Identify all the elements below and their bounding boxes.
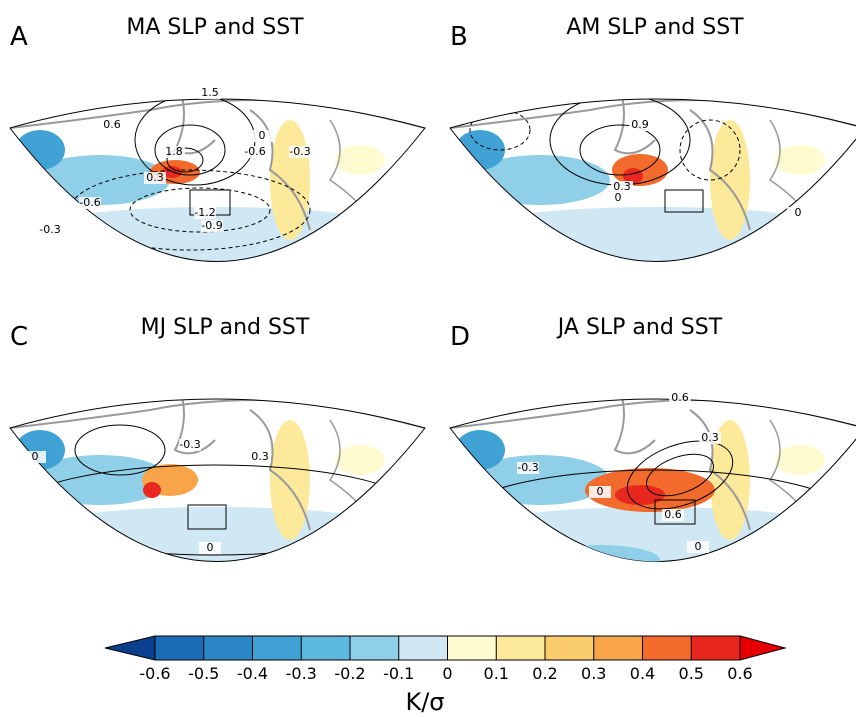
contour-label: 1.8 [165, 145, 183, 158]
panel-title: JA SLP and SST [556, 315, 723, 340]
contour-label-bg [589, 486, 611, 498]
colorbar-bin [496, 636, 545, 660]
panel-title: AM SLP and SST [566, 15, 744, 40]
contour-label: 0 [795, 206, 802, 219]
colorbar-tick-label: 0.4 [630, 664, 655, 683]
colorbar-tick-label: 0 [442, 664, 452, 683]
contour-label-bg [194, 207, 216, 219]
contour-label: 0.3 [251, 450, 269, 463]
contour-label: -0.9 [201, 219, 222, 232]
contour-label: 0.6 [671, 391, 689, 404]
contour-label: 0.3 [701, 431, 719, 444]
contour-label: -0.3 [179, 438, 200, 451]
colorbar-bin [301, 636, 350, 660]
contour-label: 0 [615, 191, 622, 204]
contour-label-bg [699, 432, 721, 444]
contour-label-bg [611, 181, 633, 193]
colorbar-tick-label: 0.3 [581, 664, 606, 683]
colorbar-tick-label: -0.3 [286, 664, 317, 683]
colorbar-label: K/σ [405, 688, 444, 716]
contour-label: 0.3 [613, 180, 631, 193]
colorbar-bin [252, 636, 302, 660]
contour-label-bg [79, 197, 101, 209]
contour-label-bg [201, 220, 223, 232]
contour-label: 0 [597, 485, 604, 498]
contour-label: 1.5 [201, 86, 219, 99]
colorbar-bin [642, 636, 692, 660]
colorbar-tick-label: -0.2 [334, 664, 365, 683]
panel-letter: C [10, 322, 28, 352]
colorbar-tick-label: 0.2 [532, 664, 557, 683]
contour-label-bg [101, 119, 123, 131]
contour-label: -0.3 [517, 461, 538, 474]
colorbar-tick-label: 0.5 [679, 664, 704, 683]
colorbar-tick-label: -0.5 [188, 664, 219, 683]
contour-label-bg [163, 146, 185, 158]
colorbar-bin [350, 636, 399, 660]
contour-label: -0.6 [79, 196, 100, 209]
contour-label: 0 [32, 450, 39, 463]
colorbar-bin [545, 636, 594, 660]
panel-letter: A [10, 22, 28, 52]
colorbar-tick-label: -0.6 [139, 664, 170, 683]
colorbar-bin [691, 636, 740, 660]
panel-title: MA SLP and SST [126, 15, 304, 40]
contour-label-bg [517, 462, 539, 474]
contour-label: 0 [259, 129, 266, 142]
colorbar-bin [398, 636, 448, 660]
contour-label-bg [251, 130, 273, 142]
contour-label-bg [199, 542, 221, 554]
contour-label-bg [607, 192, 629, 204]
colorbar-over [739, 635, 787, 661]
contour-label-bg [629, 119, 651, 131]
panel-letter: D [450, 322, 470, 352]
contour-label-bg [289, 146, 311, 158]
contour-label: -0.3 [289, 145, 310, 158]
contour-label: -0.6 [244, 145, 265, 158]
contour-label: -1.2 [194, 206, 215, 219]
colorbar-bin [203, 636, 253, 660]
contour-label-bg [662, 509, 684, 521]
colorbar-bin [155, 636, 204, 660]
colorbar-tick-label: 0.1 [484, 664, 509, 683]
panel-title: MJ SLP and SST [141, 315, 310, 340]
contour-label-bg [144, 172, 166, 184]
contour-label-bg [669, 392, 691, 404]
colorbar-bin [447, 636, 497, 660]
colorbar-tick-label: -0.1 [383, 664, 414, 683]
contour-label-bg [179, 439, 201, 451]
contour-label-bg [787, 207, 809, 219]
contour-label: 0.6 [103, 118, 121, 131]
panel-letter: B [450, 22, 468, 52]
map-panel [0, 360, 440, 590]
colorbar-under [104, 635, 156, 661]
contour-label-bg [687, 541, 709, 553]
contour-label: 0 [695, 540, 702, 553]
colorbar-bin [593, 636, 643, 660]
colorbar-tick-label: -0.4 [237, 664, 268, 683]
contour-label-bg [249, 451, 271, 463]
contour-label: 0.6 [664, 508, 682, 521]
contour-label-bg [199, 87, 221, 99]
contour-label: -0.3 [39, 223, 60, 236]
contour-label: 0.3 [146, 171, 164, 184]
contour-label-bg [24, 451, 46, 463]
map-panel [440, 60, 856, 290]
map-panel [440, 360, 856, 590]
contour-label: 0 [207, 541, 214, 554]
contour-label-bg [39, 224, 61, 236]
contour-label-bg [244, 146, 266, 158]
contour-label: 0.9 [631, 118, 649, 131]
colorbar-tick-label: 0.6 [727, 664, 752, 683]
